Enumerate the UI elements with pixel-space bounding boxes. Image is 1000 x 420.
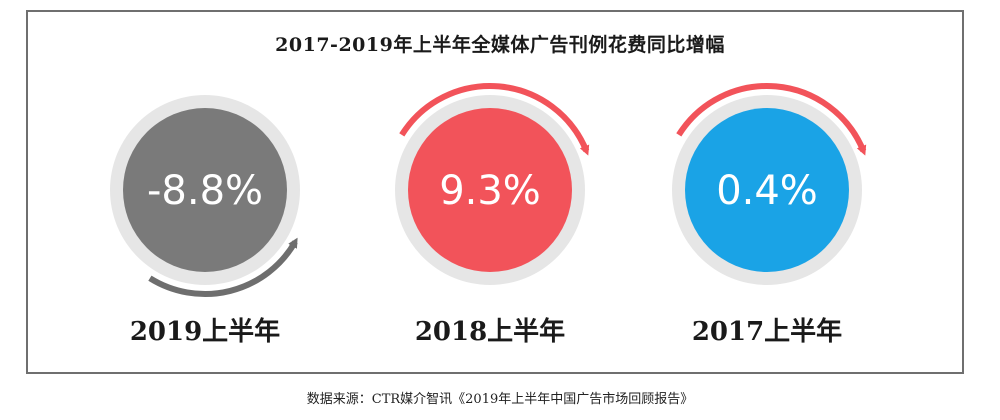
period-label: 2019上半年 bbox=[130, 316, 280, 347]
value-label: 0.4% bbox=[716, 168, 818, 214]
value-label: 9.3% bbox=[439, 168, 541, 214]
data-source-note: 数据来源：CTR媒介智讯《2019年上半年中国广告市场回顾报告》 bbox=[306, 392, 694, 407]
trend-arrow bbox=[399, 83, 590, 156]
value-circle bbox=[685, 108, 849, 272]
value-circle bbox=[408, 108, 572, 272]
period-label: 2018上半年 bbox=[415, 316, 565, 347]
value-circle bbox=[123, 108, 287, 272]
period-label: 2017上半年 bbox=[692, 316, 842, 347]
chart-title: 2017-2019年上半年全媒体广告刊例花费同比增幅 bbox=[275, 34, 725, 56]
value-label: -8.8% bbox=[147, 168, 263, 214]
trend-arrow bbox=[148, 237, 298, 298]
trend-arrow bbox=[676, 83, 867, 156]
